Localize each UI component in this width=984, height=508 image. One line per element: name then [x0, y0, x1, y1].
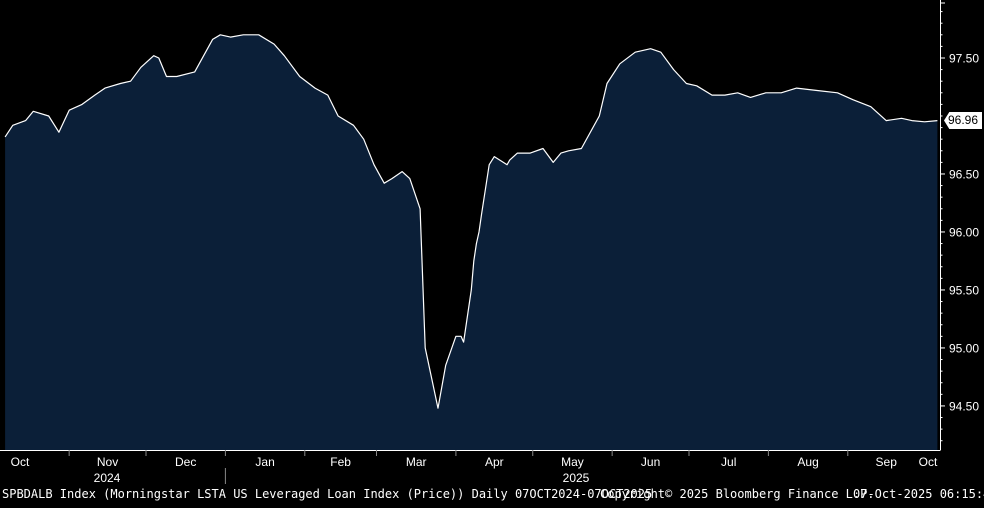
y-tick-label: 95.50	[949, 283, 979, 297]
y-tick-label: 96.00	[949, 225, 979, 239]
footer-copyright: Copyright© 2025 Bloomberg Finance L.P.	[600, 487, 875, 501]
x-tick-label: Mar	[406, 455, 427, 469]
x-tick-label: Nov	[97, 455, 118, 469]
x-tick-label: Oct	[919, 455, 938, 469]
x-tick-label: Dec	[175, 455, 196, 469]
x-tick-label: Jun	[641, 455, 660, 469]
x-tick-label: Apr	[485, 455, 504, 469]
x-tick-label: Oct	[11, 455, 30, 469]
x-tick-label: Jan	[255, 455, 274, 469]
last-value-badge: 96.96	[944, 112, 982, 129]
footer-description: SPBDALB Index (Morningstar LSTA US Lever…	[2, 487, 653, 501]
x-tick-label: Feb	[330, 455, 351, 469]
x-tick-label: May	[561, 455, 584, 469]
year-label-2024: 2024	[94, 471, 121, 485]
y-tick-label: 97.50	[949, 51, 979, 65]
footer: SPBDALB Index (Morningstar LSTA US Lever…	[0, 485, 984, 503]
x-tick-label: Aug	[797, 455, 818, 469]
y-tick-label: 95.00	[949, 341, 979, 355]
year-label-2025: 2025	[563, 471, 590, 485]
footer-timestamp: 07-Oct-2025 06:15:45	[853, 487, 984, 501]
x-tick-label: Jul	[721, 455, 736, 469]
y-tick-label: 94.50	[949, 399, 979, 413]
series-line	[4, 34, 938, 409]
series-area	[5, 34, 938, 451]
y-tick-label: 96.50	[949, 167, 979, 181]
x-tick-label: Sep	[876, 455, 898, 469]
